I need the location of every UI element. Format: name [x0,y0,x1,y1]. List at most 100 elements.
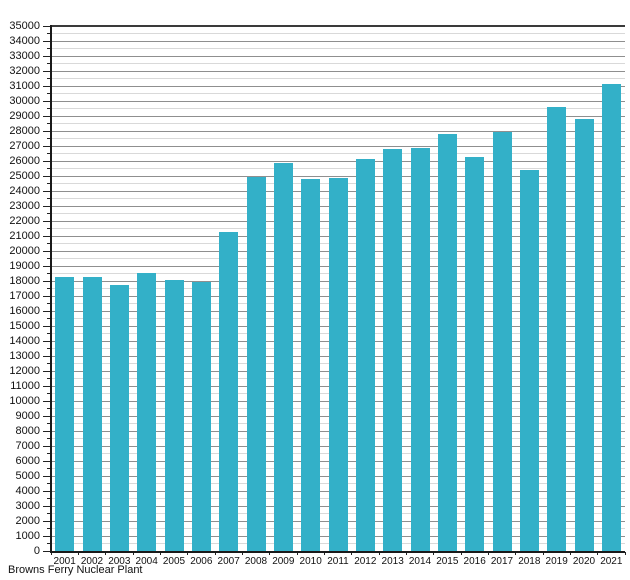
y-major-tick [43,190,51,192]
y-axis-tick-label: 9000 [15,410,40,422]
y-major-tick [43,385,51,387]
y-axis-tick-label: 19000 [9,260,40,272]
y-minor-tick [47,393,51,394]
x-axis-tick [624,552,626,555]
y-axis-tick-label: 3000 [15,500,40,512]
plot-top-border [51,25,625,27]
major-gridline [51,100,625,102]
x-axis-tick [187,552,189,555]
y-minor-tick [47,483,51,484]
bar-2001 [55,277,75,551]
y-minor-tick [47,228,51,229]
y-major-tick [43,235,51,237]
y-major-tick [43,265,51,267]
y-major-tick [43,460,51,462]
bar-2007 [219,231,239,551]
y-major-tick [43,250,51,252]
y-axis-tick-label: 35000 [9,20,40,32]
y-major-tick [43,430,51,432]
minor-gridline [51,138,625,139]
y-axis-tick-label: 13000 [9,350,40,362]
x-axis-tick-label: 2020 [572,556,596,567]
x-axis-tick-label: 2009 [272,556,295,567]
y-axis-tick-label: 26000 [9,155,40,167]
bar-2008 [246,177,266,551]
bar-2021 [601,83,621,551]
y-axis-tick-label: 34000 [9,35,40,47]
y-axis-tick-label: 12000 [9,365,40,377]
y-major-tick [43,400,51,402]
bar-2014 [410,147,430,551]
y-major-tick [43,490,51,492]
y-major-tick [43,25,51,27]
bar-2004 [137,273,157,551]
y-minor-tick [47,78,51,79]
bar-2018 [519,169,539,551]
y-major-tick [43,355,51,357]
bar-2006 [191,281,211,551]
y-minor-tick [47,318,51,319]
minor-gridline [51,78,625,79]
y-axis-tick-label: 17000 [9,290,40,302]
y-axis-tick-label: 30000 [9,95,40,107]
x-axis-tick-label: 2007 [217,556,240,567]
y-axis-tick-label: 14000 [9,335,40,347]
x-axis-tick-label: 2017 [490,556,514,567]
bar-2009 [273,162,293,551]
y-axis-tick-label: 33000 [9,50,40,62]
y-major-tick [43,415,51,417]
y-minor-tick [47,183,51,184]
y-minor-tick [47,468,51,469]
y-major-tick [43,55,51,57]
x-axis-tick-label: 2006 [190,556,213,567]
x-axis-tick [241,552,243,555]
y-minor-tick [47,513,51,514]
major-gridline [51,40,625,42]
y-major-tick [43,505,51,507]
bar-2020 [574,118,594,551]
y-minor-tick [47,423,51,424]
y-major-tick [43,175,51,177]
x-axis-tick-label: 2013 [381,556,404,567]
y-axis-tick-label: 32000 [9,65,40,77]
y-axis-tick-label: 29000 [9,110,40,122]
x-axis-tick [433,552,435,555]
y-minor-tick [47,438,51,439]
y-axis-tick-label: 15000 [9,320,40,332]
y-major-tick [43,280,51,282]
y-major-tick [43,325,51,327]
y-minor-tick [47,288,51,289]
bar-2011 [328,177,348,551]
bar-2015 [437,134,457,551]
x-axis-line [50,551,625,553]
major-gridline [51,175,625,177]
x-axis-tick-label: 2008 [244,556,268,567]
y-minor-tick [47,258,51,259]
y-major-tick [43,160,51,162]
bar-2019 [547,107,567,551]
y-axis-tick-label: 11000 [10,380,40,392]
bar-2012 [355,159,375,551]
y-minor-tick [47,333,51,334]
y-minor-tick [47,198,51,199]
y-axis-tick-label: 10000 [9,395,40,407]
y-minor-tick [47,543,51,544]
x-axis-tick [296,552,298,555]
y-axis-tick-label: 21000 [9,230,40,242]
y-minor-tick [47,408,51,409]
y-axis-tick-label: 28000 [9,125,40,137]
x-axis-tick-label: 2011 [327,556,349,567]
x-axis-tick [405,552,407,555]
y-major-tick [43,70,51,72]
y-major-tick [43,145,51,147]
x-axis-tick [105,552,107,555]
y-minor-tick [47,363,51,364]
y-major-tick [43,100,51,102]
y-axis-tick-label: 0 [33,545,40,557]
x-axis-tick [132,552,134,555]
y-major-tick [43,295,51,297]
y-minor-tick [47,273,51,274]
x-axis-tick [569,552,571,555]
major-gridline [51,160,625,162]
